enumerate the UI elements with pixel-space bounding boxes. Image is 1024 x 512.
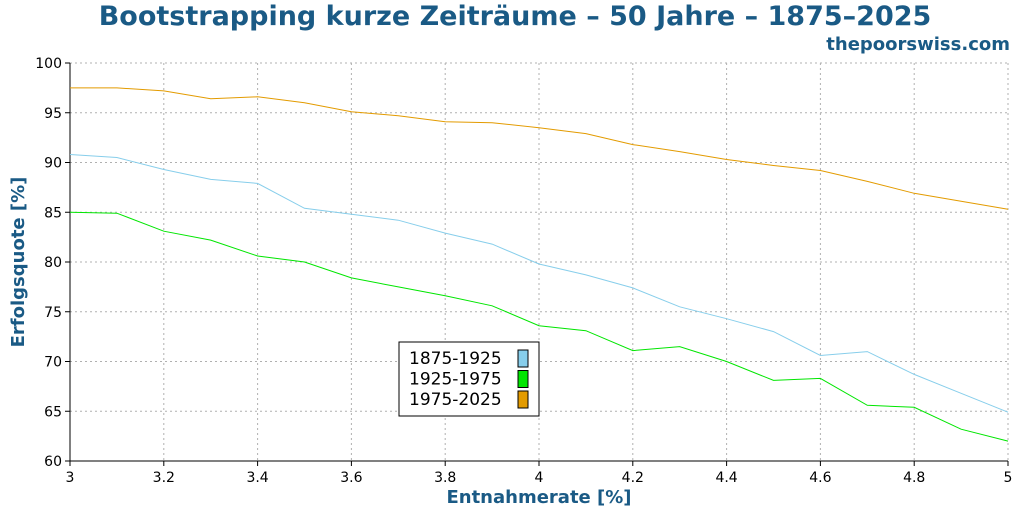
x-tick-label: 4.4: [715, 470, 737, 486]
y-tick-label: 100: [35, 56, 62, 72]
y-tick-label: 90: [44, 156, 62, 172]
legend-label: 1925-1975: [409, 370, 502, 390]
y-tick-label: 80: [44, 255, 62, 271]
series-line-1975-2025: [70, 87, 1009, 210]
y-tick-label: 60: [44, 454, 62, 470]
x-tick-label: 4: [535, 470, 544, 486]
y-tick-label: 75: [44, 305, 62, 321]
legend-swatch: [517, 390, 529, 409]
x-tick-label: 3.4: [246, 470, 268, 486]
site-watermark[interactable]: thepoorswiss.com: [826, 34, 1010, 55]
x-tick-label: 3: [66, 470, 75, 486]
y-tick-label: 85: [44, 205, 62, 221]
x-tick-label: 4.6: [809, 470, 831, 486]
legend-box: [398, 341, 540, 417]
chart-title: Bootstrapping kurze Zeiträume – 50 Jahre…: [98, 1, 932, 32]
y-tick-label: 65: [44, 404, 62, 420]
y-tick-label: 95: [44, 106, 62, 122]
x-tick-label: 3.2: [153, 470, 175, 486]
axes: 60 65 70 75 80 85 90 95 100 3 3.2 3.4 3.6 3.8 4 4.2 4.4 4…: [35, 56, 1012, 486]
legend-label: 1975-2025: [409, 390, 502, 410]
series-lines: [69, 87, 1009, 442]
x-tick-label: 4.2: [622, 470, 644, 486]
x-axis-label: Entnahmerate [%]: [446, 487, 631, 508]
y-tick-label: 70: [44, 355, 62, 371]
x-tick-label: 4.8: [903, 470, 925, 486]
series-line-1925-1975: [69, 211, 1009, 442]
legend-swatch: [517, 349, 529, 368]
series-line-1875-1925: [69, 154, 1009, 413]
x-tick-label: 3.8: [434, 470, 456, 486]
legend-swatch: [517, 370, 529, 388]
x-tick-label: 3.6: [340, 470, 362, 486]
y-axis-label: Erfolgsquote [%]: [8, 177, 29, 348]
x-tick-label: 5: [1004, 470, 1013, 486]
legend-label: 1875-1925: [409, 349, 502, 369]
